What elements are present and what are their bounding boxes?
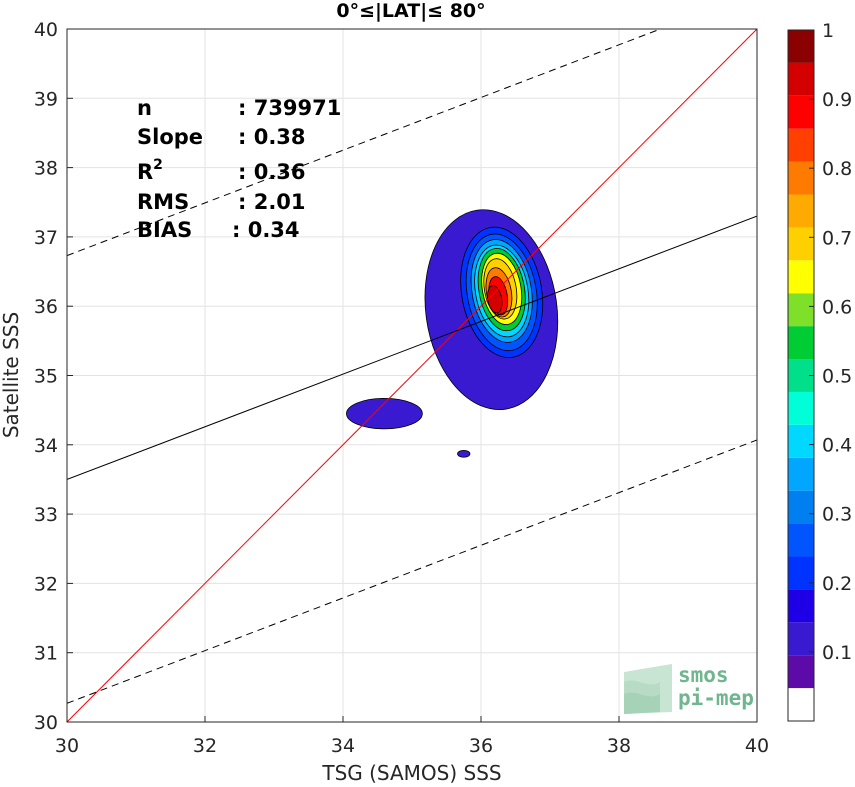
colorbar-segment [788, 490, 814, 524]
stat-n-value: : 739971 [238, 96, 341, 120]
colorbar-tick-label: 1 [822, 20, 834, 42]
stat-slope-key: Slope [137, 125, 203, 149]
statistics-box: n : 739971 Slope : 0.38 R2 : 0.36 RMS : … [137, 96, 341, 242]
colorbar-ticks: 0.1 0.2 0.3 0.4 0.5 0.6 0.7 0.8 0.9 1 [809, 20, 852, 664]
colorbar-segment [788, 161, 814, 195]
colorbar-tick-label: 0.6 [822, 296, 852, 318]
colorbar-segment [788, 30, 814, 63]
colorbar-segment [788, 655, 814, 689]
x-tick-label: 36 [469, 735, 493, 757]
x-axis-ticks: 30 32 34 36 38 40 [55, 716, 769, 757]
stat-rms-key: RMS [137, 190, 189, 214]
colorbar-segment [788, 128, 814, 162]
colorbar-segment [788, 95, 814, 129]
colorbar-segment [788, 589, 814, 623]
x-axis-label: TSG (SAMOS) SSS [321, 761, 501, 785]
y-tick-label: 31 [34, 643, 58, 665]
y-tick-label: 30 [34, 712, 58, 734]
identity-line [67, 29, 757, 722]
colorbar-tick-label: 0.1 [822, 642, 852, 664]
colorbar-segment [788, 622, 814, 656]
density-contours [346, 209, 559, 458]
lower-bound-dashed-line [67, 439, 757, 704]
colorbar-segment [788, 457, 814, 491]
colorbar-segment [788, 260, 814, 294]
colorbar-segment [788, 688, 814, 721]
y-tick-label: 32 [34, 573, 58, 595]
x-tick-label: 38 [607, 735, 631, 757]
y-tick-label: 36 [34, 296, 58, 318]
colorbar-tick-label: 0.5 [822, 366, 852, 388]
reference-lines [67, 29, 757, 722]
colorbar-segment [788, 556, 814, 590]
colorbar-segment [788, 424, 814, 458]
x-tick-label: 32 [193, 735, 217, 757]
colorbar-segment [788, 293, 814, 327]
colorbar-tick-label: 0.9 [822, 89, 852, 111]
y-tick-label: 34 [34, 435, 58, 457]
density-contour-0.05 [457, 449, 471, 458]
colorbar-tick-label: 0.7 [822, 227, 852, 249]
density-contour-0.95 [487, 285, 503, 314]
chart-title: 0°≤|LAT|≤ 80° [336, 0, 485, 22]
stat-slope-value: : 0.38 [238, 125, 306, 149]
density-contour-0.05 [346, 397, 423, 430]
colorbar-segment [788, 391, 814, 425]
y-tick-label: 35 [34, 366, 58, 388]
regression-line [67, 215, 757, 480]
stat-n-key: n [137, 96, 152, 120]
colorbar-segment [788, 227, 814, 261]
colorbar-tick-label: 0.3 [822, 504, 852, 526]
colorbar [787, 29, 815, 722]
upper-bound-dashed-line [67, 29, 661, 257]
stat-r2-key: R2 [137, 157, 163, 184]
stat-r2-base: R [137, 160, 153, 184]
x-tick-label: 30 [55, 735, 79, 757]
logo-wave-icon [624, 664, 672, 714]
y-axis-label: Satellite SSS [0, 312, 23, 438]
colorbar-segment [788, 523, 814, 557]
y-tick-label: 37 [34, 227, 58, 249]
colorbar-segment [788, 62, 814, 96]
colorbar-tick-label: 0.4 [822, 435, 852, 457]
stat-bias-value: : 0.34 [232, 218, 300, 242]
x-tick-label: 34 [331, 735, 355, 757]
x-tick-label: 40 [745, 735, 769, 757]
stat-rms-value: : 2.01 [238, 190, 306, 214]
y-tick-label: 39 [34, 88, 58, 110]
colorbar-segment [788, 326, 814, 360]
stat-r2-value: : 0.36 [238, 160, 306, 184]
y-axis-ticks: 30 31 32 33 34 35 36 37 38 39 40 [34, 19, 73, 734]
colorbar-tick-label: 0.8 [822, 158, 852, 180]
colorbar-tick-label: 0.2 [822, 573, 852, 595]
logo-text-pi-mep: pi-mep [678, 686, 754, 710]
y-tick-label: 33 [34, 504, 58, 526]
stat-r2-superscript: 2 [153, 157, 163, 173]
stat-bias-key: BIAS [137, 218, 192, 242]
y-tick-label: 38 [34, 158, 58, 180]
smos-pi-mep-logo: smos pi-mep [624, 663, 754, 714]
logo-text-smos: smos [678, 663, 729, 687]
colorbar-segment [788, 194, 814, 228]
y-tick-label: 40 [34, 19, 58, 41]
